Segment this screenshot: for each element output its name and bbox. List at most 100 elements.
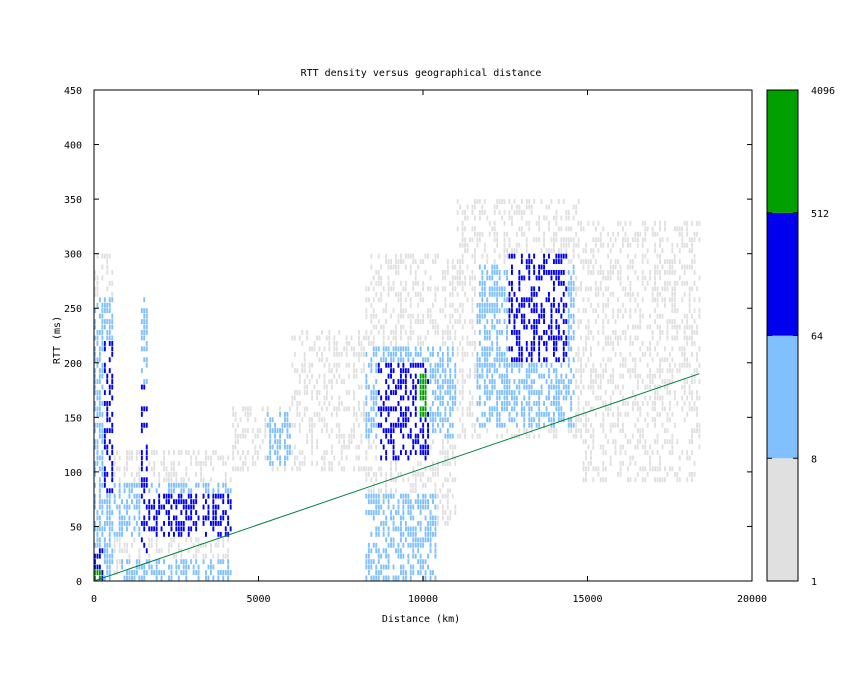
density-cell — [545, 411, 548, 417]
density-cell — [412, 362, 415, 368]
density-cell — [511, 302, 513, 308]
density-cell — [498, 417, 501, 423]
density-cell — [311, 439, 313, 445]
density-cell — [503, 253, 506, 259]
density-cell — [538, 390, 541, 395]
density-cell — [402, 542, 405, 548]
density-cell — [308, 379, 311, 384]
density-cell — [624, 357, 627, 363]
density-cell — [570, 297, 573, 303]
density-cell — [143, 526, 146, 532]
density-cell — [560, 362, 563, 368]
density-cell — [106, 330, 109, 335]
density-cell — [518, 270, 521, 275]
density-cell — [478, 237, 481, 243]
density-cell — [565, 390, 568, 395]
density-cell — [634, 368, 637, 374]
density-cell — [400, 521, 402, 526]
density-cell — [437, 368, 439, 374]
density-cell — [419, 510, 422, 515]
density-cell — [108, 455, 111, 461]
density-cell — [434, 521, 437, 526]
density-cell — [570, 226, 573, 232]
density-cell — [155, 488, 158, 494]
density-cell — [404, 253, 407, 259]
density-cell — [656, 297, 659, 303]
density-cell — [385, 379, 388, 384]
density-cell — [400, 564, 402, 570]
density-cell — [138, 564, 141, 570]
density-cell — [535, 362, 538, 368]
density-cell — [518, 384, 521, 390]
density-cell — [338, 461, 341, 466]
density-cell — [126, 499, 128, 505]
density-cell — [111, 291, 114, 297]
density-cell — [254, 417, 257, 423]
density-cell — [486, 357, 489, 363]
density-cell — [170, 482, 173, 488]
density-cell — [508, 210, 511, 215]
density-cell — [427, 428, 429, 434]
density-cell — [338, 395, 341, 401]
density-cell — [259, 428, 262, 434]
density-cell — [666, 357, 669, 363]
density-cell — [518, 275, 521, 281]
density-cell — [103, 341, 106, 346]
density-cell — [587, 401, 590, 406]
density-cell — [696, 395, 698, 401]
density-cell — [634, 324, 637, 330]
density-cell — [108, 428, 111, 434]
density-cell — [387, 575, 390, 581]
density-cell — [377, 570, 380, 575]
density-cell — [311, 390, 313, 395]
density-cell — [503, 357, 506, 363]
density-cell — [555, 373, 558, 379]
density-cell — [528, 390, 531, 395]
density-cell — [101, 499, 104, 505]
density-cell — [486, 390, 489, 395]
density-cell — [474, 199, 476, 204]
density-cell — [432, 493, 434, 499]
density-cell — [488, 275, 491, 281]
density-cell — [429, 319, 432, 324]
density-cell — [385, 395, 388, 401]
density-cell — [592, 248, 595, 254]
density-cell — [372, 499, 375, 505]
density-cell — [370, 406, 373, 412]
density-cell — [422, 428, 425, 434]
density-cell — [691, 428, 693, 434]
density-cell — [493, 308, 496, 314]
density-cell — [602, 319, 605, 324]
chart-title: RTT density versus geographical distance — [301, 68, 542, 79]
density-cell — [562, 395, 565, 401]
density-cell — [242, 433, 244, 439]
density-cell — [116, 537, 119, 543]
density-cell — [602, 226, 605, 232]
density-cell — [232, 466, 235, 472]
density-cell — [380, 471, 383, 477]
density-cell — [385, 575, 388, 581]
density-cell — [535, 401, 538, 406]
density-cell — [456, 280, 459, 286]
density-cell — [111, 471, 114, 477]
density-cell — [318, 357, 321, 363]
density-cell — [409, 253, 412, 259]
density-cell — [656, 384, 659, 390]
density-cell — [422, 319, 425, 324]
density-cell — [402, 504, 405, 510]
density-cell — [140, 521, 143, 526]
density-cell — [118, 515, 121, 521]
density-cell — [543, 237, 545, 243]
density-cell — [624, 308, 627, 314]
density-cell — [237, 422, 239, 428]
density-cell — [222, 570, 225, 575]
density-cell — [98, 297, 101, 303]
density-cell — [540, 302, 543, 308]
density-cell — [429, 362, 432, 368]
density-cell — [545, 330, 548, 335]
density-cell — [434, 575, 437, 581]
density-cell — [202, 542, 205, 548]
density-cell — [575, 422, 578, 428]
density-cell — [175, 526, 178, 532]
density-cell — [222, 559, 225, 565]
